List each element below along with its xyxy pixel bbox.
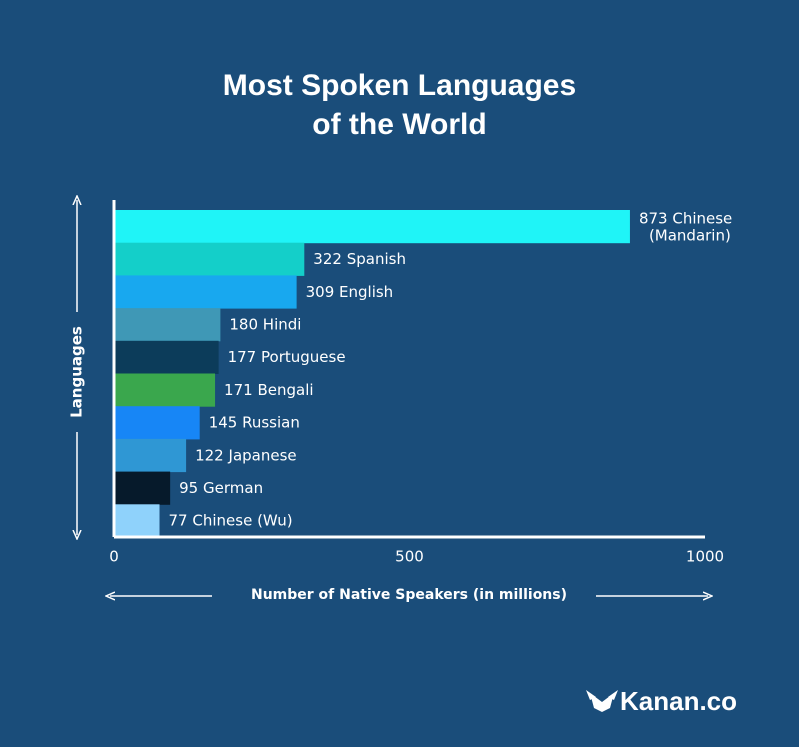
- data-label: 180 Hindi: [229, 315, 301, 333]
- value-label: 145: [209, 413, 238, 431]
- x-axis-label: Number of Native Speakers (in millions): [251, 587, 567, 603]
- category-label: English: [339, 282, 393, 300]
- x-tick-label: 1000: [686, 548, 724, 566]
- bar: [114, 210, 630, 244]
- chart-title: Most Spoken Languages of the World: [222, 69, 577, 141]
- x-tick-label: 0: [109, 548, 119, 566]
- bar: [114, 242, 305, 276]
- value-label: 95: [179, 478, 198, 496]
- value-label: 873: [639, 209, 668, 227]
- category-label: German: [203, 478, 263, 496]
- value-label: 309: [306, 282, 335, 300]
- y-axis-label: Languages: [68, 326, 86, 418]
- category-label: Hindi: [263, 315, 302, 333]
- value-label: 177: [228, 348, 257, 366]
- data-label: 122 Japanese: [195, 446, 297, 464]
- data-label: 171 Bengali: [224, 380, 314, 398]
- value-label: 322: [313, 250, 342, 268]
- category-label: Japanese: [228, 446, 297, 464]
- category-label: Chinese (Mandarin): [649, 209, 737, 244]
- logo-icon: [586, 690, 618, 712]
- data-label: 309 English: [306, 282, 394, 300]
- bar: [114, 373, 216, 407]
- category-label: Bengali: [257, 380, 313, 398]
- value-label: 77: [169, 511, 188, 529]
- value-label: 180: [229, 315, 258, 333]
- bar: [114, 471, 171, 505]
- category-label: Portuguese: [261, 348, 346, 366]
- data-label: 145 Russian: [209, 413, 300, 431]
- category-label: Chinese (Wu): [192, 511, 292, 529]
- logo: Kanan.co: [620, 686, 737, 716]
- category-label: Spanish: [347, 250, 406, 268]
- value-label: 171: [224, 380, 253, 398]
- bar: [114, 504, 160, 538]
- data-label: 95 German: [179, 478, 263, 496]
- data-label: 873 Chinese (Mandarin): [639, 209, 737, 244]
- bar: [114, 275, 297, 309]
- category-label: Russian: [242, 413, 300, 431]
- bar: [114, 406, 200, 440]
- data-label: 77 Chinese (Wu): [169, 511, 293, 529]
- bar: [114, 438, 187, 473]
- x-tick-label: 500: [395, 548, 424, 566]
- data-label: 177 Portuguese: [228, 348, 346, 366]
- value-label: 122: [195, 446, 224, 464]
- data-label: 322 Spanish: [313, 250, 406, 268]
- bar: [114, 340, 219, 374]
- bar: [114, 308, 221, 342]
